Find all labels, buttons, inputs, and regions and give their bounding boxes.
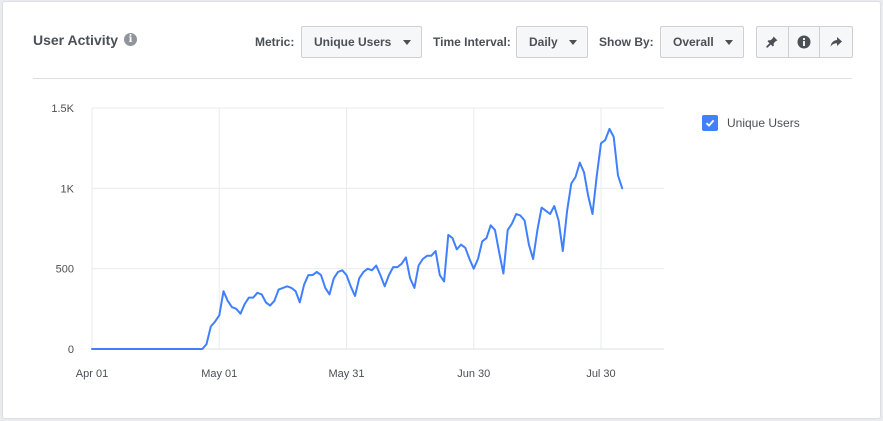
- y-tick-label: 0: [68, 344, 74, 356]
- metric-label: Metric:: [255, 35, 295, 49]
- y-tick-label: 1.5K: [51, 103, 74, 115]
- x-tick-label: Jun 30: [457, 368, 490, 380]
- metric-dropdown[interactable]: Unique Users: [301, 26, 422, 58]
- info-icon: [797, 35, 811, 49]
- panel-title: User Activity: [33, 32, 119, 48]
- pin-button[interactable]: [757, 27, 789, 57]
- series-line-unique-users: [91, 127, 624, 350]
- time-interval-dropdown-value: Daily: [529, 35, 558, 49]
- info-icon[interactable]: i: [124, 33, 137, 46]
- header-divider: [33, 78, 852, 79]
- action-button-group: [756, 26, 853, 58]
- show-by-dropdown-value: Overall: [673, 35, 714, 49]
- chevron-down-icon: [569, 40, 577, 45]
- metric-dropdown-value: Unique Users: [314, 35, 392, 49]
- checkmark-icon: [705, 119, 715, 127]
- y-tick-label: 1K: [61, 183, 75, 195]
- chevron-down-icon: [403, 40, 411, 45]
- share-button[interactable]: [820, 27, 852, 57]
- legend-checkbox[interactable]: [702, 115, 718, 131]
- x-tick-label: May 01: [201, 368, 237, 380]
- share-icon: [830, 37, 843, 47]
- y-tick-label: 500: [56, 264, 74, 276]
- info-button[interactable]: [789, 27, 821, 57]
- x-tick-label: Jul 30: [586, 368, 615, 380]
- x-tick-label: Apr 01: [76, 368, 108, 380]
- time-interval-dropdown[interactable]: Daily: [516, 26, 588, 58]
- pin-icon: [766, 36, 778, 48]
- chevron-down-icon: [725, 40, 733, 45]
- show-by-dropdown[interactable]: Overall: [660, 26, 744, 58]
- legend-label: Unique Users: [727, 116, 800, 130]
- time-interval-label: Time Interval:: [433, 35, 511, 49]
- show-by-label: Show By:: [599, 35, 654, 49]
- legend-item-unique-users[interactable]: Unique Users: [702, 115, 800, 131]
- x-tick-label: May 31: [328, 368, 364, 380]
